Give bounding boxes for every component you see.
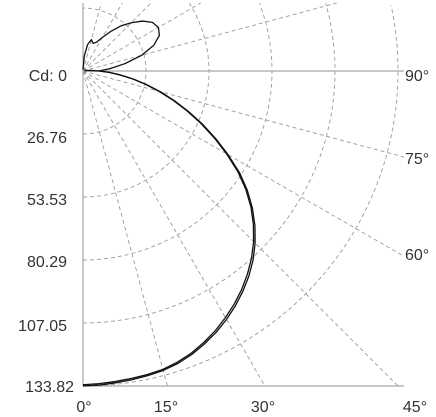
angle-tick-label-60: 60° <box>405 247 429 264</box>
grid-ring-4 <box>82 3 336 324</box>
grid-spoke-45 <box>82 70 399 387</box>
grid-spoke-105 <box>82 2 337 72</box>
grid-spoke-30 <box>82 70 266 387</box>
intensity-curves <box>82 20 256 387</box>
grid-spoke-165 <box>82 2 102 72</box>
angle-tick-label-30: 30° <box>251 399 275 416</box>
grid-spoke-75 <box>82 70 405 158</box>
radial-tick-label-5: 133.82 <box>25 379 74 396</box>
angle-tick-label-15: 15° <box>154 399 178 416</box>
curve-series-2 <box>82 20 161 72</box>
grid-ring-5 <box>82 5 399 387</box>
grid-ring-3 <box>82 3 273 261</box>
grid-spoke-15 <box>82 70 168 387</box>
tick-labels: Cd: 0 26.76 53.53 80.29 107.05 133.82 0°… <box>18 68 429 416</box>
polar-grid <box>82 2 405 387</box>
grid-spoke-120 <box>82 2 202 72</box>
curve-series-1 <box>82 69 256 387</box>
grid-spoke-150 <box>82 2 123 72</box>
grid-spoke-135 <box>82 2 152 72</box>
radial-tick-label-4: 107.05 <box>18 318 67 335</box>
radial-tick-label-0: Cd: 0 <box>29 68 67 85</box>
radial-tick-label-3: 80.29 <box>27 254 67 271</box>
angle-tick-label-75: 75° <box>405 151 429 168</box>
angle-tick-label-90: 90° <box>405 68 429 85</box>
grid-ring-2 <box>83 3 210 198</box>
angle-tick-label-45: 45° <box>403 399 427 416</box>
grid-spoke-60 <box>82 70 405 257</box>
angle-tick-label-0: 0° <box>76 399 91 416</box>
radial-tick-label-2: 53.53 <box>27 192 67 209</box>
curve-series-0 <box>82 69 255 386</box>
radial-tick-label-1: 26.76 <box>27 130 67 147</box>
